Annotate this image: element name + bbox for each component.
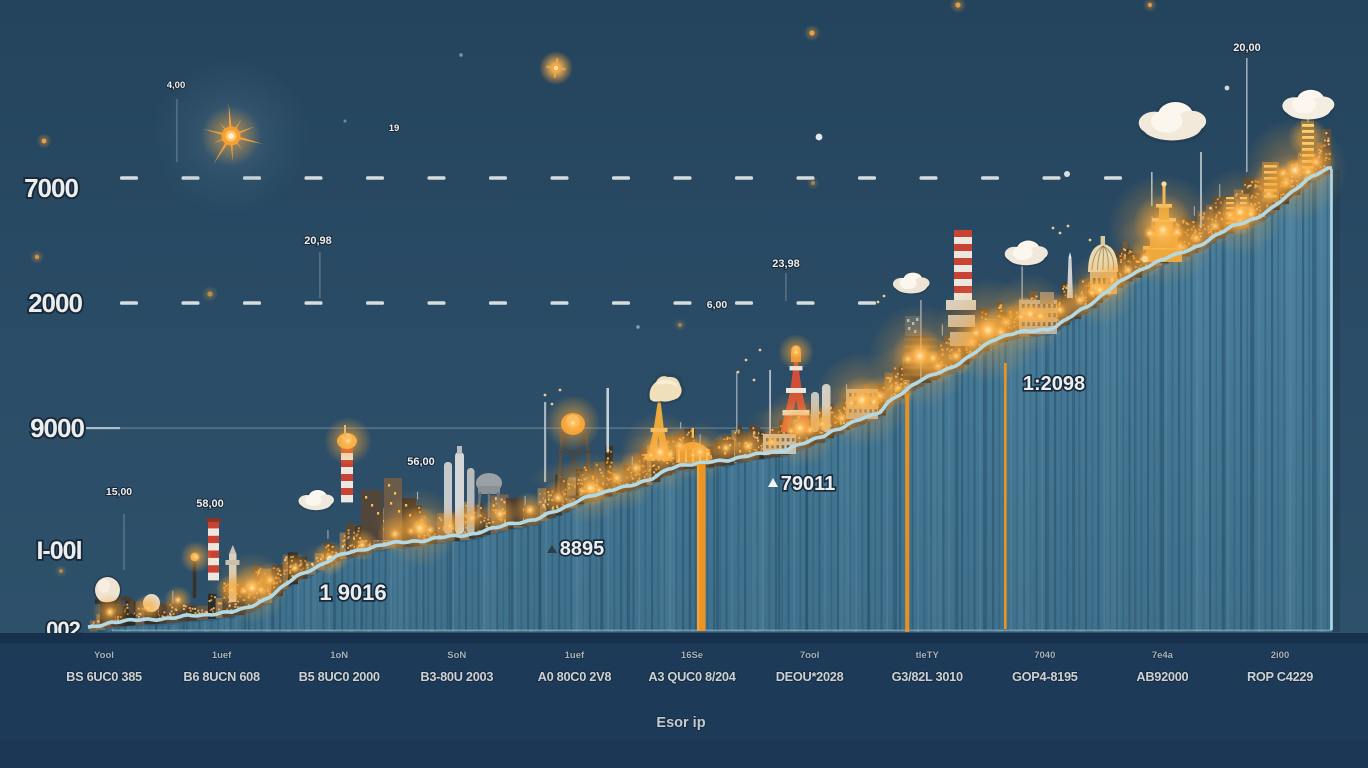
svg-text:9000: 9000 <box>30 413 84 443</box>
svg-text:1 9016: 1 9016 <box>319 580 386 605</box>
svg-text:7ool: 7ool <box>800 650 820 661</box>
svg-text:8895: 8895 <box>560 538 605 560</box>
svg-text:1:2098: 1:2098 <box>1023 373 1085 395</box>
svg-text:tleTY: tleTY <box>916 650 940 661</box>
svg-text:1oN: 1oN <box>330 650 348 661</box>
svg-text:15,00: 15,00 <box>106 486 132 498</box>
svg-text:B6 8UCN 608: B6 8UCN 608 <box>183 669 260 684</box>
svg-text:B5 8UC0 2000: B5 8UC0 2000 <box>299 669 380 684</box>
svg-text:7e4a: 7e4a <box>1152 650 1174 661</box>
svg-text:A3 QUC0 8/204: A3 QUC0 8/204 <box>648 669 736 684</box>
svg-text:GOP4-8195: GOP4-8195 <box>1012 669 1078 684</box>
svg-text:20,98: 20,98 <box>304 235 332 247</box>
svg-text:Yool: Yool <box>94 650 114 661</box>
svg-text:2000: 2000 <box>28 288 82 318</box>
svg-text:79011: 79011 <box>781 473 836 495</box>
svg-text:B3-80U 2003: B3-80U 2003 <box>420 669 493 684</box>
svg-text:20,00: 20,00 <box>1233 42 1261 54</box>
svg-text:23,98: 23,98 <box>772 258 800 270</box>
svg-text:6,00: 6,00 <box>707 299 728 311</box>
svg-text:1uef: 1uef <box>565 650 585 661</box>
svg-text:19: 19 <box>389 123 400 134</box>
svg-text:I-00l: I-00l <box>36 537 81 565</box>
svg-text:AB92000: AB92000 <box>1136 669 1188 684</box>
svg-text:Esor ip: Esor ip <box>656 715 705 731</box>
svg-text:SoN: SoN <box>447 650 466 661</box>
svg-text:ROP C4229: ROP C4229 <box>1247 669 1313 684</box>
svg-text:16Se: 16Se <box>681 650 703 661</box>
svg-text:G3/82L 3010: G3/82L 3010 <box>892 669 963 684</box>
svg-text:1uef: 1uef <box>212 650 232 661</box>
svg-text:DEOU*2028: DEOU*2028 <box>776 669 844 684</box>
svg-text:2i00: 2i00 <box>1271 650 1290 661</box>
svg-text:7000: 7000 <box>24 173 78 203</box>
svg-text:BS 6UC0 385: BS 6UC0 385 <box>66 669 142 684</box>
svg-text:58,00: 58,00 <box>196 498 224 510</box>
svg-text:7040: 7040 <box>1034 650 1055 661</box>
svg-text:A0 80C0 2V8: A0 80C0 2V8 <box>538 669 612 684</box>
svg-text:56,00: 56,00 <box>407 456 435 468</box>
